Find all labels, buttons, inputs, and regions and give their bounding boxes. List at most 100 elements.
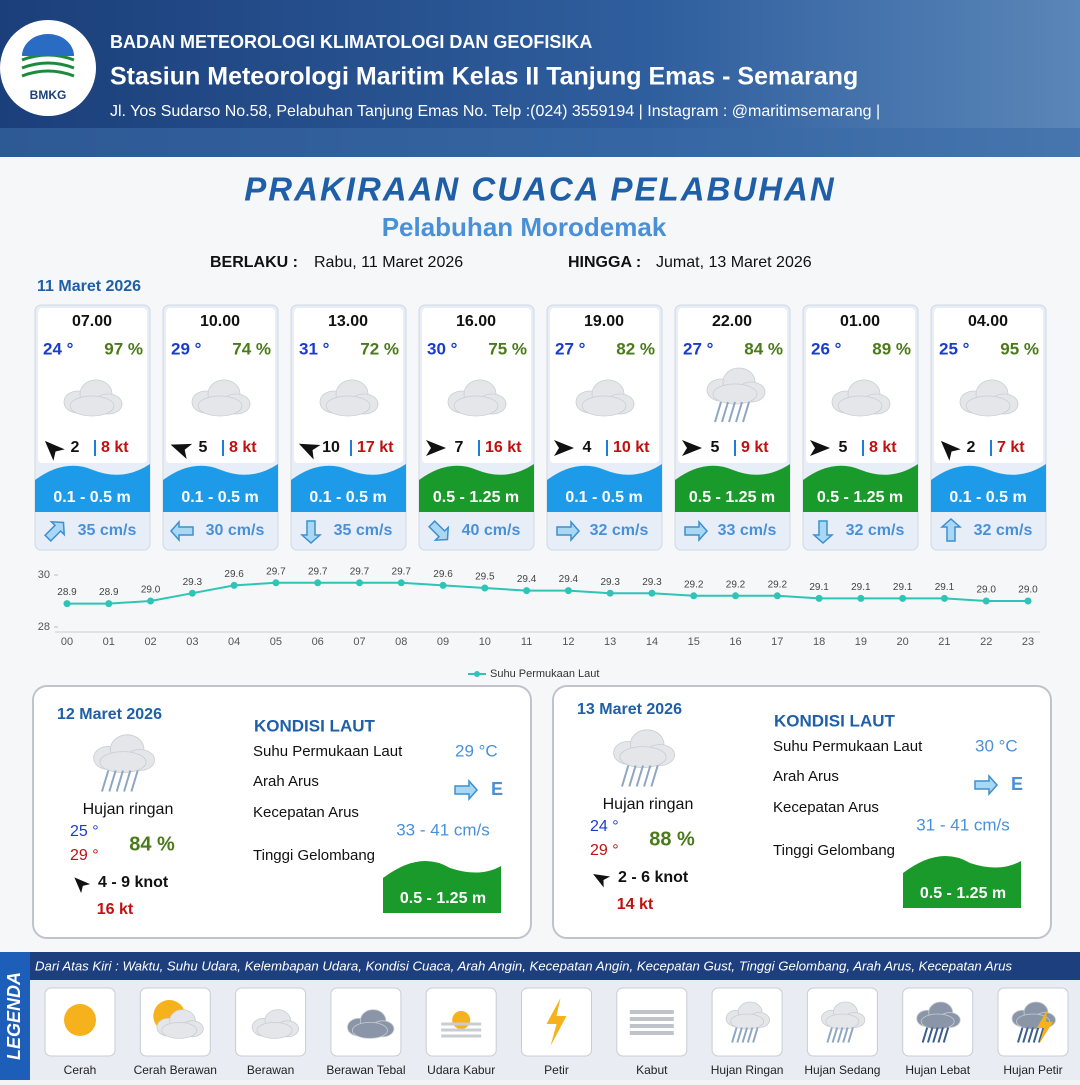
panel-wind: 4 - 9 knot bbox=[98, 874, 169, 891]
x-tick-label: 08 bbox=[395, 636, 407, 648]
sst-point bbox=[648, 589, 656, 597]
forecast-card bbox=[674, 304, 791, 551]
sst-label: 29.2 bbox=[726, 579, 746, 590]
card-time: 07.00 bbox=[72, 313, 112, 330]
sst-point bbox=[1024, 597, 1032, 605]
wind-arrow bbox=[44, 440, 65, 461]
x-tick-label: 18 bbox=[813, 636, 825, 648]
legend-item bbox=[902, 987, 974, 1057]
panel-gust: 16 kt bbox=[97, 901, 134, 918]
sun bbox=[64, 1004, 96, 1036]
to-label: HINGGA : bbox=[568, 254, 641, 271]
legend-item bbox=[616, 987, 688, 1057]
card-wave: 0.1 - 0.5 m bbox=[949, 489, 1026, 506]
x-tick-label: 16 bbox=[729, 636, 741, 648]
sst-point bbox=[230, 581, 238, 589]
wave-shape bbox=[547, 464, 662, 512]
bolt bbox=[546, 998, 567, 1046]
card-wind: 2 bbox=[967, 439, 976, 456]
rain bbox=[728, 401, 736, 423]
wave-shape bbox=[931, 464, 1046, 512]
from-label: BERLAKU : bbox=[210, 254, 298, 271]
legend-desc: Dari Atas Kiri : Waktu, Suhu Udara, Kele… bbox=[35, 958, 1012, 973]
forecast-card bbox=[930, 304, 1047, 551]
rain bbox=[741, 1027, 749, 1043]
sst-point bbox=[188, 589, 196, 597]
cloud-part bbox=[325, 395, 371, 417]
card-gust: 8 kt bbox=[101, 439, 129, 456]
panel-condition: Hujan ringan bbox=[83, 801, 174, 818]
legend-dot bbox=[474, 671, 480, 677]
forecast-card bbox=[802, 304, 919, 551]
legend-title: LEGENDA bbox=[4, 972, 24, 1060]
sea-title: KONDISI LAUT bbox=[254, 716, 376, 735]
legend-item bbox=[330, 987, 402, 1057]
legend-label: Cerah Berawan bbox=[134, 1063, 217, 1077]
wind-arrow bbox=[554, 440, 574, 456]
wave-shape bbox=[419, 464, 534, 512]
daily-panel bbox=[552, 685, 1052, 939]
card-humidity: 95 % bbox=[1000, 339, 1039, 358]
rain bbox=[932, 1027, 939, 1043]
card-wave: 0.1 - 0.5 m bbox=[53, 489, 130, 506]
rain bbox=[650, 765, 659, 787]
x-tick-label: 06 bbox=[312, 636, 324, 648]
weather-icon bbox=[191, 379, 251, 417]
rain bbox=[826, 1027, 833, 1043]
card-time: 16.00 bbox=[456, 313, 496, 330]
card-current: 35 cm/s bbox=[334, 522, 393, 539]
sst-point bbox=[523, 587, 531, 595]
legend-label: Berawan bbox=[247, 1063, 294, 1077]
weather-icon bbox=[575, 379, 635, 417]
card-temp: 24 ° bbox=[43, 339, 74, 358]
card-temp: 25 ° bbox=[939, 339, 970, 358]
today: 11 Maret 2026 bbox=[37, 278, 141, 295]
wave-label: Tinggi Gelombang bbox=[773, 842, 895, 859]
speed-label: Kecepatan Arus bbox=[773, 799, 879, 816]
weather-icon bbox=[319, 379, 379, 417]
card-wave: 0.5 - 1.25 m bbox=[433, 489, 519, 506]
panel-tmin: 25 ° bbox=[70, 823, 99, 840]
rain bbox=[921, 1027, 929, 1043]
card-gust: 8 kt bbox=[229, 439, 257, 456]
x-tick-label: 01 bbox=[103, 636, 115, 648]
sea-title: KONDISI LAUT bbox=[774, 711, 896, 730]
rain bbox=[1022, 1027, 1029, 1043]
y-tick-label: 28 bbox=[38, 621, 50, 633]
legend-strip bbox=[30, 952, 1080, 980]
daily-panel bbox=[32, 685, 532, 939]
rain bbox=[1017, 1027, 1024, 1043]
rain bbox=[643, 765, 652, 787]
logo bbox=[21, 34, 75, 78]
card-current: 35 cm/s bbox=[78, 522, 137, 539]
speed-label: Kecepatan Arus bbox=[253, 804, 359, 821]
sst-point bbox=[397, 579, 405, 587]
legend-label: Cerah bbox=[64, 1063, 97, 1077]
card-wind: 5 bbox=[711, 439, 720, 456]
card-time: 22.00 bbox=[712, 313, 752, 330]
address: Jl. Yos Sudarso No.58, Pelabuhan Tanjung… bbox=[110, 103, 880, 120]
weather-icon bbox=[447, 379, 507, 417]
speed-value: 33 - 41 cm/s bbox=[396, 820, 490, 839]
x-tick-label: 02 bbox=[144, 636, 156, 648]
rain bbox=[123, 770, 132, 792]
sst-label: 29.7 bbox=[308, 566, 328, 577]
current-arrow bbox=[684, 520, 709, 542]
card-time: 01.00 bbox=[840, 313, 880, 330]
sst-point bbox=[314, 579, 322, 587]
forecast-card bbox=[34, 304, 151, 551]
y-tick-label: 30 bbox=[38, 569, 50, 581]
sst-point bbox=[982, 597, 990, 605]
x-tick-label: 05 bbox=[270, 636, 282, 648]
wind-arrow bbox=[810, 440, 830, 456]
rain bbox=[831, 1027, 839, 1043]
sst-point bbox=[606, 589, 614, 597]
panel-humidity: 88 % bbox=[649, 828, 695, 850]
card-gust: 9 kt bbox=[741, 439, 769, 456]
card-wind: 4 bbox=[583, 439, 592, 456]
wave-value: 0.5 - 1.25 m bbox=[400, 890, 486, 907]
sun bbox=[452, 1011, 471, 1029]
legend-label: Berawan Tebal bbox=[326, 1063, 405, 1077]
sst-point bbox=[690, 592, 698, 600]
